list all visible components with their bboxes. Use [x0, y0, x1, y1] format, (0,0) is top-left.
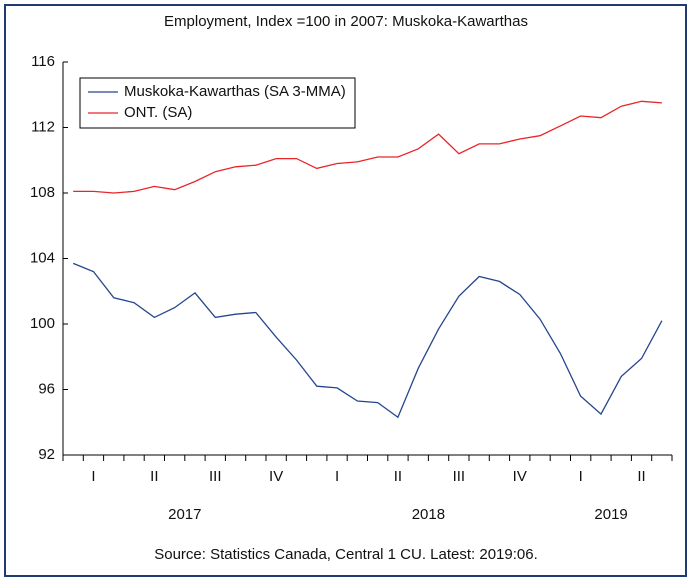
- y-tick-label: 116: [31, 53, 55, 70]
- legend-label: ONT. (SA): [124, 104, 192, 121]
- x-tick-label: II: [394, 468, 402, 485]
- legend-box: [79, 77, 356, 129]
- source-note: Source: Statistics Canada, Central 1 CU.…: [154, 546, 538, 563]
- year-label: 2018: [412, 506, 445, 523]
- x-tick-label: I: [335, 468, 339, 485]
- x-tick-label: II: [637, 468, 645, 485]
- x-tick-label: III: [453, 468, 466, 485]
- x-tick-label: I: [579, 468, 583, 485]
- series-line: [72, 262, 663, 419]
- y-tick-label: 104: [30, 249, 55, 266]
- x-tick-label: II: [150, 468, 158, 485]
- y-tick-label: 92: [38, 446, 55, 463]
- x-tick-label: IV: [269, 468, 283, 485]
- y-tick-label: 96: [38, 380, 55, 397]
- y-tick-label: 108: [30, 184, 55, 201]
- series-line: [73, 100, 662, 194]
- year-label: 2017: [168, 506, 201, 523]
- x-tick-label: I: [91, 468, 95, 485]
- year-label: 2019: [594, 506, 627, 523]
- legend-label: Muskoka-Kawarthas (SA 3-MMA): [124, 83, 346, 100]
- chart-title: Employment, Index =100 in 2007: Muskoka-…: [164, 13, 528, 30]
- x-tick-label: IV: [513, 468, 527, 485]
- y-tick-label: 112: [31, 118, 55, 135]
- y-tick-label: 100: [30, 315, 55, 332]
- x-tick-label: III: [209, 468, 222, 485]
